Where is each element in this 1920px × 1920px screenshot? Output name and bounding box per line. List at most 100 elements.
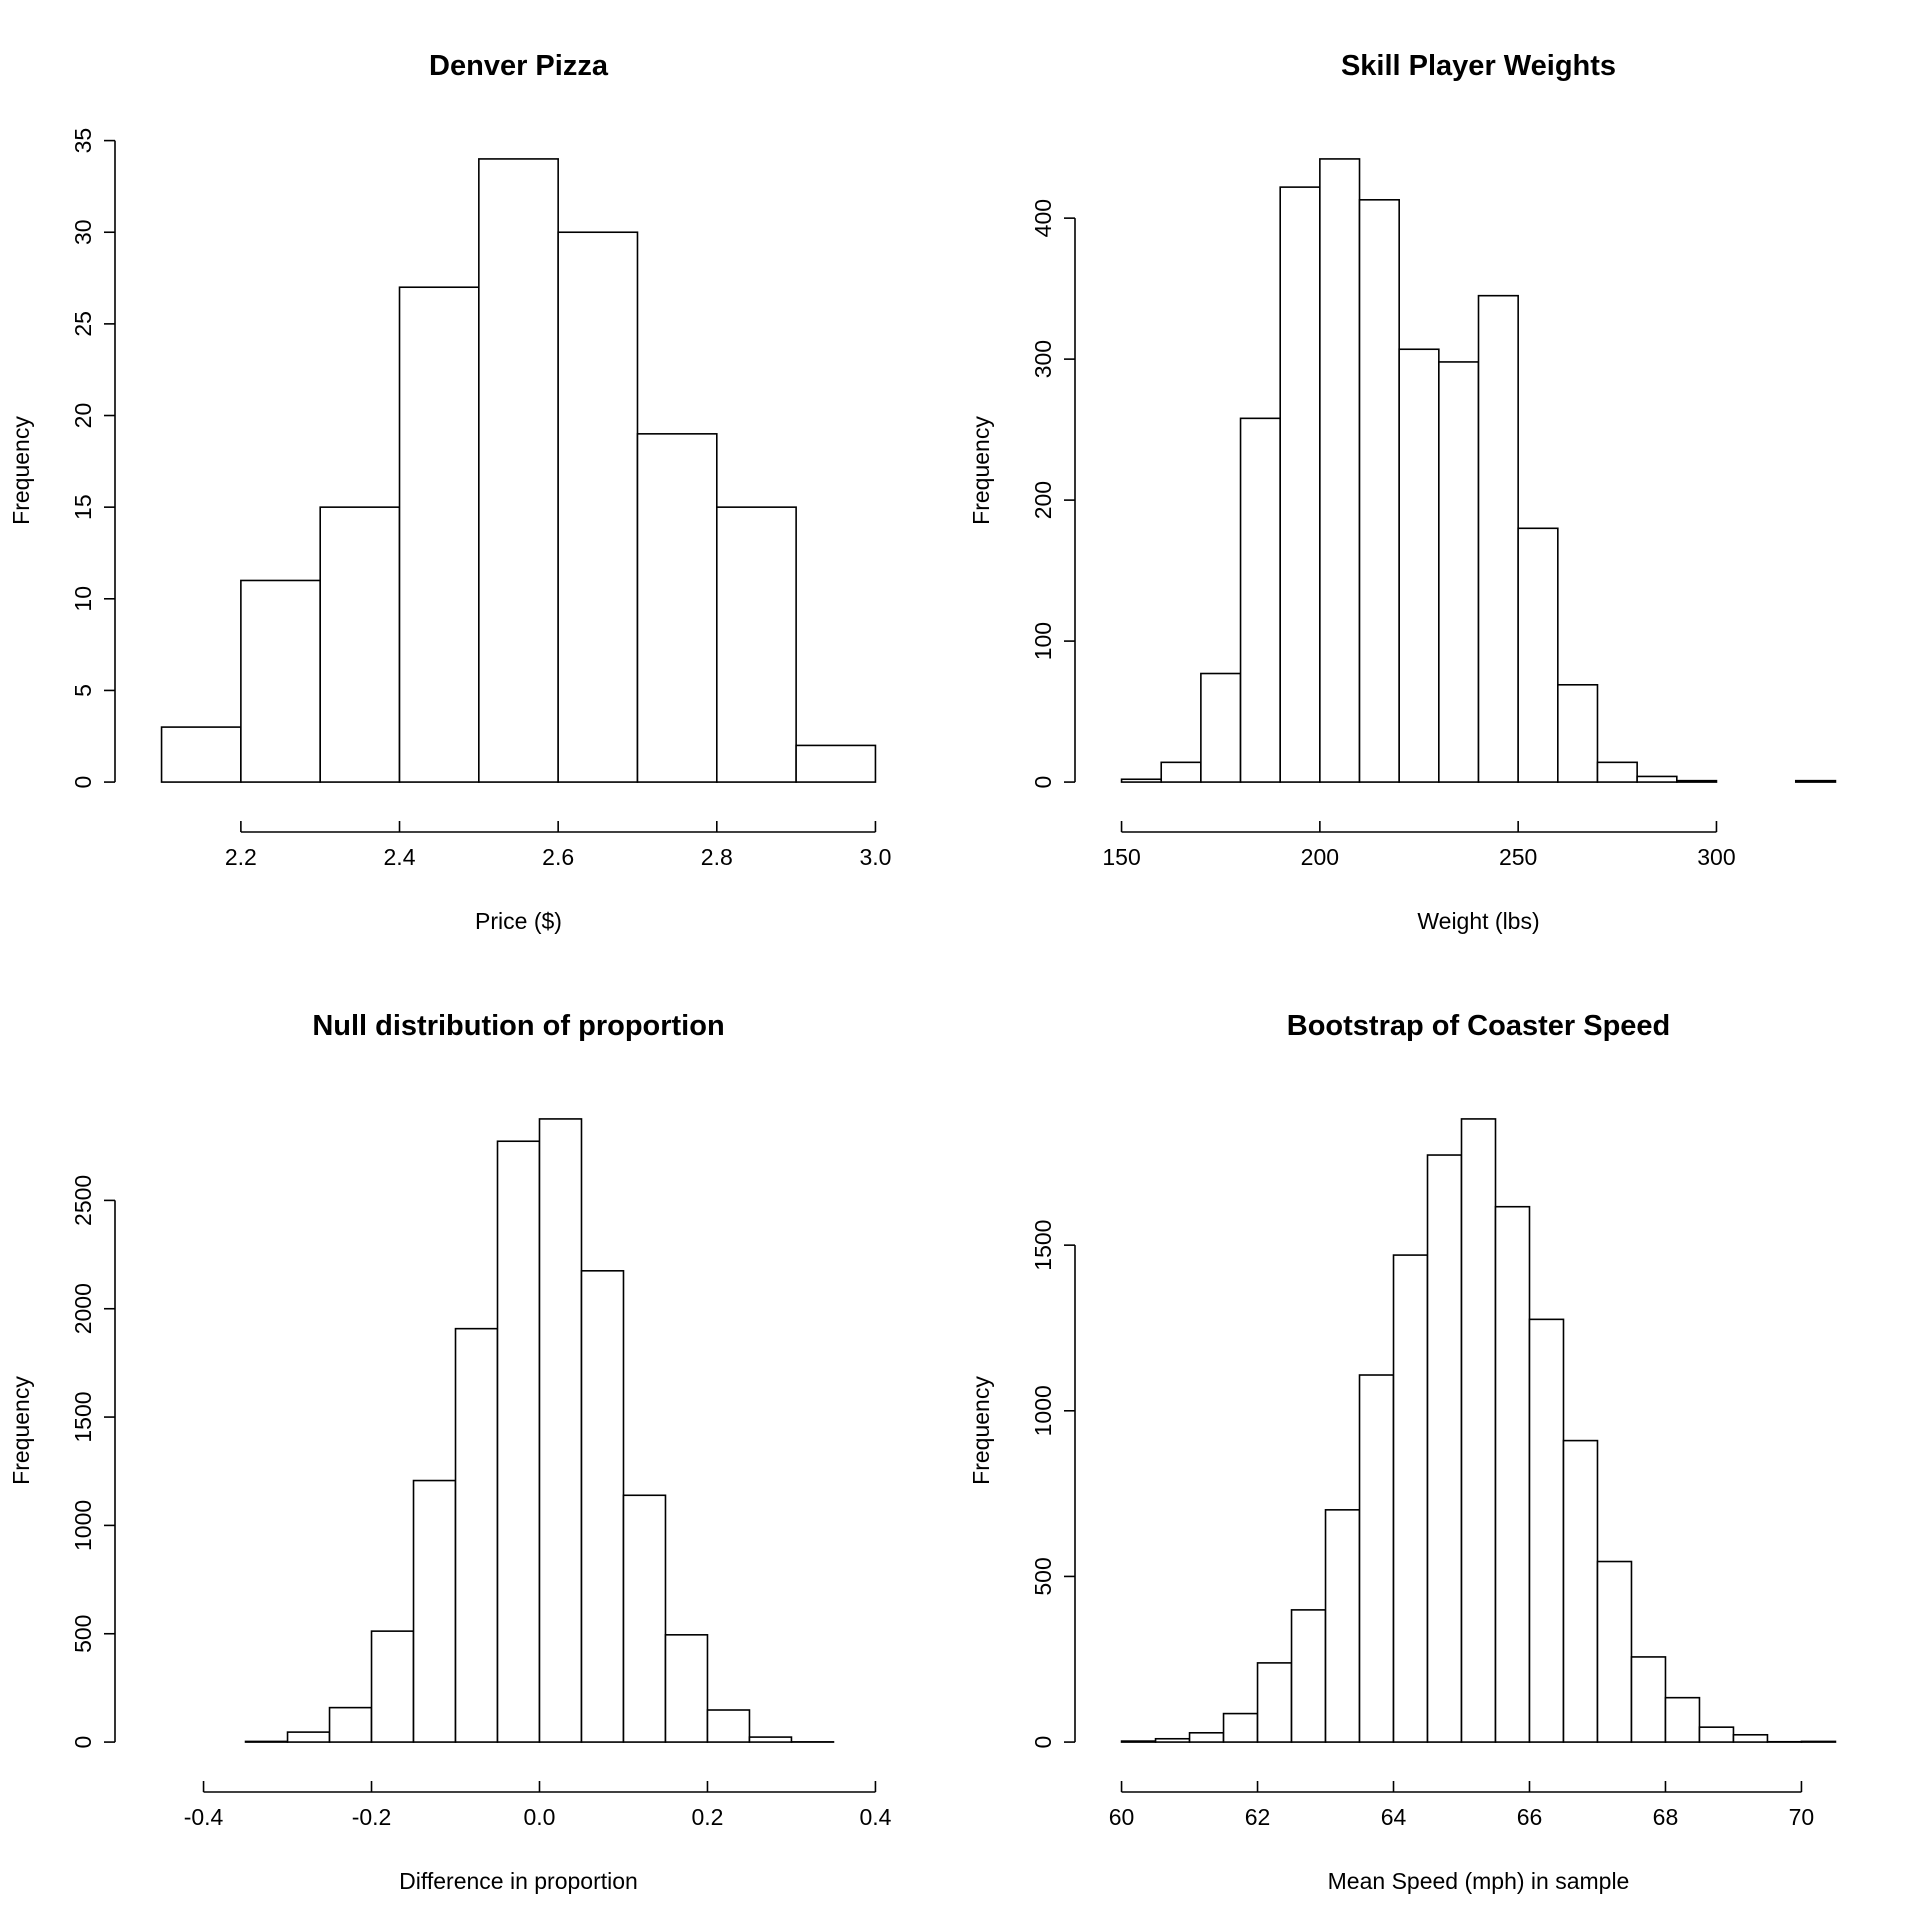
y-tick-label: 30 <box>70 219 96 245</box>
bar <box>748 1736 793 1743</box>
x-tick-label: 150 <box>1102 844 1140 870</box>
bar <box>636 433 718 783</box>
x-axis-label: Price ($) <box>475 908 562 934</box>
y-tick-label: 0 <box>70 776 96 789</box>
bar <box>240 579 321 783</box>
y-tick-label: 1000 <box>1030 1385 1056 1436</box>
bar <box>1290 1609 1327 1743</box>
y-tick-label: 25 <box>70 311 96 337</box>
bar <box>1160 761 1202 783</box>
bar <box>160 726 242 783</box>
bar <box>1279 186 1321 783</box>
bar <box>1664 1696 1701 1743</box>
y-tick-label: 20 <box>70 403 96 429</box>
bar <box>1256 1662 1293 1743</box>
bar <box>478 158 559 783</box>
y-tick-label: 15 <box>70 494 96 520</box>
y-tick-label: 0 <box>1030 776 1056 789</box>
y-axis-label: Frequency <box>8 1376 34 1485</box>
bar <box>1562 1439 1599 1743</box>
bar <box>1800 1740 1837 1743</box>
bar <box>1239 417 1281 783</box>
x-axis-label: Difference in proportion <box>399 1868 638 1894</box>
bar <box>286 1731 331 1743</box>
bar <box>1358 1374 1395 1743</box>
bar <box>1794 779 1837 783</box>
bar <box>398 286 480 783</box>
x-tick-label: 0.0 <box>524 1804 556 1830</box>
x-tick-label: -0.4 <box>184 1804 224 1830</box>
y-tick-label: 1500 <box>1030 1220 1056 1271</box>
bar <box>1517 527 1559 783</box>
bar <box>1319 158 1361 783</box>
x-tick-label: 2.6 <box>542 844 574 870</box>
bar <box>244 1740 289 1743</box>
x-tick-label: 60 <box>1109 1804 1135 1830</box>
bar <box>664 1634 709 1743</box>
y-tick-label: 1000 <box>70 1500 96 1551</box>
bar <box>1200 672 1242 783</box>
panel: Bootstrap of Coaster Speed Mean Speed (mp… <box>968 1010 1837 1894</box>
bar <box>1477 294 1519 783</box>
bar <box>622 1494 667 1743</box>
bar <box>795 744 877 783</box>
y-tick-label: 2500 <box>70 1175 96 1226</box>
x-tick-label: 62 <box>1245 1804 1271 1830</box>
x-tick-label: 70 <box>1789 1804 1815 1830</box>
chart-title: Bootstrap of Coaster Speed <box>1287 1010 1671 1042</box>
bar <box>1596 1560 1633 1743</box>
bar <box>706 1709 751 1743</box>
x-tick-label: 2.4 <box>384 844 416 870</box>
x-tick-label: 2.2 <box>225 844 257 870</box>
y-axis-label: Frequency <box>8 416 34 525</box>
bar <box>1222 1712 1259 1743</box>
bar <box>319 506 401 783</box>
y-tick-label: 400 <box>1030 199 1056 237</box>
y-tick-label: 0 <box>70 1736 96 1749</box>
bar <box>1557 683 1599 783</box>
bar <box>1120 778 1163 783</box>
y-axis-label: Frequency <box>968 1376 994 1485</box>
bar <box>1636 775 1678 783</box>
bar <box>1676 779 1718 783</box>
y-tick-label: 10 <box>70 586 96 612</box>
bar <box>1398 348 1440 783</box>
x-tick-label: 2.8 <box>701 844 733 870</box>
x-axis-label: Mean Speed (mph) in sample <box>1328 1868 1630 1894</box>
panel: Skill Player Weights Weight (lbs) Frequenc… <box>968 50 1837 934</box>
y-tick-label: 35 <box>70 128 96 154</box>
y-tick-label: 300 <box>1030 340 1056 378</box>
bar <box>1630 1656 1667 1743</box>
y-tick-label: 0 <box>1030 1736 1056 1749</box>
bar <box>1698 1726 1735 1743</box>
bar <box>1438 361 1480 783</box>
chart-title: Skill Player Weights <box>1341 50 1616 82</box>
y-tick-label: 100 <box>1030 622 1056 660</box>
y-axis-label: Frequency <box>968 416 994 525</box>
bar <box>328 1706 373 1743</box>
bar <box>1596 761 1638 783</box>
bar <box>1324 1509 1361 1743</box>
y-tick-label: 2000 <box>70 1283 96 1334</box>
bar <box>454 1327 499 1743</box>
x-tick-label: 0.4 <box>859 1804 891 1830</box>
bar <box>370 1630 415 1743</box>
bar <box>1120 1740 1157 1743</box>
bar <box>580 1270 625 1743</box>
bar <box>1426 1154 1463 1743</box>
y-tick-label: 5 <box>70 684 96 697</box>
x-tick-label: -0.2 <box>352 1804 392 1830</box>
y-tick-label: 500 <box>1030 1557 1056 1595</box>
bar <box>1392 1254 1429 1743</box>
bar <box>557 231 639 783</box>
y-tick-label: 200 <box>1030 481 1056 519</box>
bar <box>1188 1731 1225 1743</box>
x-tick-label: 3.0 <box>859 844 891 870</box>
bar <box>716 506 797 783</box>
bar <box>1358 199 1400 783</box>
y-tick-label: 500 <box>70 1615 96 1653</box>
x-tick-label: 300 <box>1697 844 1735 870</box>
x-axis-label: Weight (lbs) <box>1417 908 1539 934</box>
